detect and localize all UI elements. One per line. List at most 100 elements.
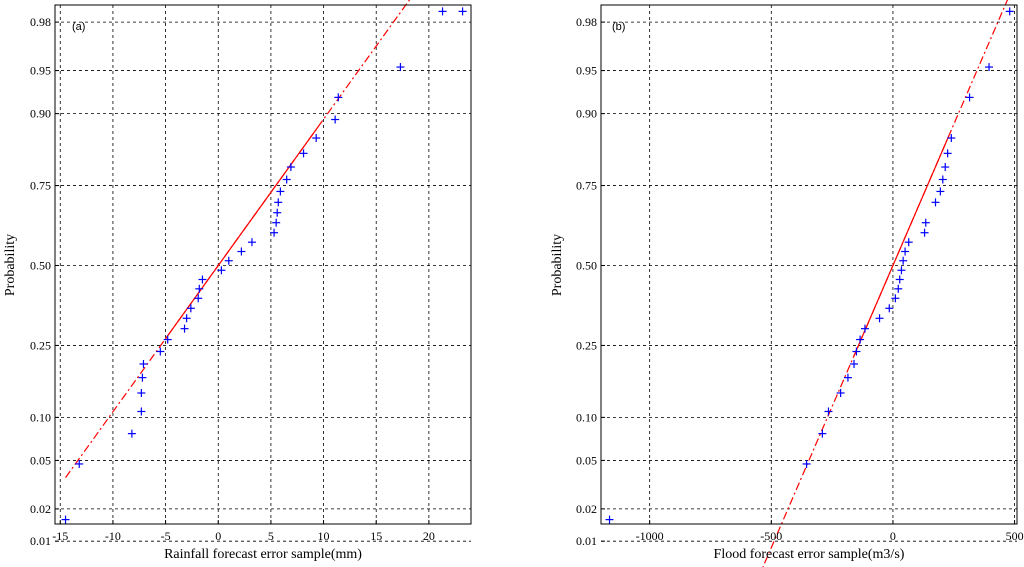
y-tick-label: 0.98 — [576, 15, 597, 29]
data-point — [1005, 7, 1014, 16]
plot-frame-b — [600, 4, 1018, 525]
x-tick-label: -5 — [161, 529, 171, 543]
data-point — [237, 247, 246, 256]
y-tick-label: 0.02 — [576, 502, 597, 516]
y-axis-label-a: Probability — [3, 234, 18, 296]
data-point — [286, 163, 295, 172]
data-point — [921, 218, 930, 227]
data-point — [334, 93, 343, 102]
data-point — [897, 266, 906, 275]
x-tick-label: 10 — [318, 529, 330, 543]
data-point — [273, 208, 282, 217]
panel-label-b: (b) — [612, 21, 625, 33]
data-point — [899, 256, 908, 265]
x-tick-labels-a: -15 -10 -5 0 5 10 15 20 — [52, 529, 435, 543]
y-tick-label: 0.01 — [30, 534, 51, 548]
data-point — [985, 63, 994, 72]
data-point — [272, 218, 281, 227]
data-point — [182, 314, 191, 323]
y-tick-label: 0.10 — [576, 410, 597, 424]
y-tick-label: 0.25 — [576, 338, 597, 352]
data-point — [312, 134, 321, 143]
y-tick-label: 0.01 — [576, 534, 597, 548]
data-point — [936, 187, 945, 196]
data-point — [299, 149, 308, 158]
data-point — [156, 347, 165, 356]
data-point — [860, 324, 869, 333]
data-point — [194, 294, 203, 303]
panel-label-a: (a) — [72, 21, 85, 33]
data-point — [274, 198, 283, 207]
fit-line-extrapolated — [65, 0, 411, 478]
data-point — [856, 335, 865, 344]
plot-frame-a — [54, 4, 472, 525]
data-point — [802, 459, 811, 468]
data-point — [938, 175, 947, 184]
data-point — [852, 347, 861, 356]
y-tick-label: 0.90 — [30, 107, 51, 121]
x-tick-label: 15 — [370, 529, 382, 543]
data-point — [163, 335, 172, 344]
y-tick-labels-a: 0.01 0.02 0.05 0.10 0.25 0.50 0.75 0.90 0.95 0.98… — [30, 15, 51, 548]
data-point — [875, 314, 884, 323]
data-point — [138, 373, 147, 382]
data-point — [885, 304, 894, 313]
x-tick-label: 500 — [1006, 529, 1024, 543]
data-point — [943, 149, 952, 158]
x-tick-label: 0 — [890, 529, 896, 543]
y-tick-label: 0.75 — [576, 179, 597, 193]
data-point — [894, 284, 903, 293]
fit-line-fitted — [165, 126, 319, 339]
y-axis-label-b: Probability — [550, 234, 565, 296]
y-tick-label: 0.10 — [30, 410, 51, 424]
y-tick-label: 0.98 — [30, 15, 51, 29]
y-tick-label: 0.95 — [576, 64, 597, 78]
y-tick-label: 0.50 — [30, 259, 51, 273]
panel-b: -1000 -500 0 500 0.010.020.050.100.250.500.… — [550, 0, 1024, 567]
data-point — [270, 228, 279, 237]
x-axis-label-b: Flood forecast error sample(m3/s) — [714, 547, 905, 562]
data-point — [217, 266, 226, 275]
y-tick-labels-b: 0.01 0.02 0.05 0.10 0.25 0.50 0.75 0.90 0.95 0.98… — [576, 15, 597, 548]
data-point — [282, 175, 291, 184]
data-point — [895, 275, 904, 284]
fit-line-a — [65, 0, 411, 478]
x-axis-label-a: Rainfall forecast error sample(mm) — [164, 547, 362, 562]
y-tick-label: 0.90 — [576, 107, 597, 121]
data-point — [941, 163, 950, 172]
data-point — [137, 388, 146, 397]
grid-lines-a — [55, 5, 471, 542]
x-tick-label: 20 — [423, 529, 435, 543]
fit-line-fitted — [853, 135, 950, 357]
y-tick-label: 0.05 — [576, 453, 597, 467]
data-point — [247, 238, 256, 247]
data-point — [276, 187, 285, 196]
data-point — [605, 515, 614, 524]
data-point — [186, 304, 195, 313]
data-point — [198, 275, 207, 284]
data-point — [931, 198, 940, 207]
data-point — [224, 256, 233, 265]
data-point — [180, 324, 189, 333]
data-point — [396, 63, 405, 72]
x-tick-label: 5 — [268, 529, 274, 543]
data-point — [891, 294, 900, 303]
data-point — [836, 388, 845, 397]
y-tick-label: 0.05 — [30, 453, 51, 467]
data-point — [901, 247, 910, 256]
data-point — [947, 134, 956, 143]
x-tick-label: 0 — [215, 529, 221, 543]
data-points-a — [61, 7, 467, 524]
data-points-b — [605, 7, 1014, 524]
fit-line-b — [762, 0, 1009, 567]
data-point — [843, 373, 852, 382]
y-tick-label: 0.95 — [30, 64, 51, 78]
y-tick-label: 0.25 — [30, 338, 51, 352]
data-point — [137, 407, 146, 416]
x-tick-label: -500 — [760, 529, 782, 543]
data-point — [920, 228, 929, 237]
fit-line-extrapolated — [762, 0, 1009, 567]
y-tick-label: 0.02 — [30, 502, 51, 516]
data-point — [850, 359, 859, 368]
